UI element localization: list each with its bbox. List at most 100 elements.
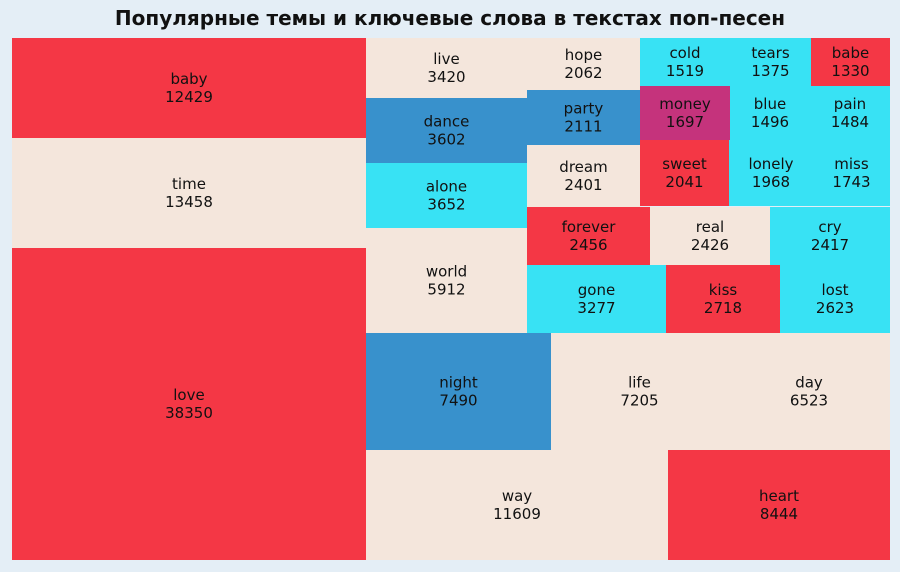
tile-label-money: money: [659, 95, 711, 113]
tile-rect-babe: [811, 38, 890, 86]
tile-label-party: party: [564, 100, 604, 118]
tile-value-world: 5912: [427, 281, 465, 299]
tile-rect-alone: [366, 163, 527, 228]
tile-label-world: world: [426, 263, 467, 281]
tile-rect-forever: [527, 207, 650, 265]
tile-value-party: 2111: [564, 118, 602, 136]
tile-value-hope: 2062: [564, 64, 602, 82]
tile-rect-lonely: [729, 140, 813, 206]
tile-label-hope: hope: [565, 46, 602, 64]
tile-value-pain: 1484: [831, 113, 869, 131]
tile-rect-lost: [780, 265, 890, 333]
tile-rect-cold: [640, 38, 730, 86]
tile-value-dance: 3602: [427, 131, 465, 149]
tile-rect-way: [366, 450, 668, 560]
tile-rect-gone: [527, 265, 666, 333]
tile-rect-blue: [730, 86, 810, 140]
tile-label-babe: babe: [832, 44, 869, 62]
tile-rect-cry: [770, 207, 890, 265]
tile-rect-life: [551, 333, 728, 450]
tile-value-cold: 1519: [666, 62, 704, 80]
tile-label-cold: cold: [669, 44, 700, 62]
tile-rect-hope: [527, 38, 640, 90]
tile-value-babe: 1330: [831, 62, 869, 80]
tile-rect-pain: [810, 86, 890, 140]
tile-label-heart: heart: [759, 487, 799, 505]
tile-label-lonely: lonely: [748, 155, 793, 173]
tile-value-blue: 1496: [751, 113, 789, 131]
tile-value-kiss: 2718: [704, 299, 742, 317]
tile-value-gone: 3277: [577, 299, 615, 317]
tile-label-day: day: [795, 374, 823, 392]
tile-value-night: 7490: [439, 392, 477, 410]
tile-value-money: 1697: [666, 113, 704, 131]
tile-label-blue: blue: [754, 95, 786, 113]
tile-label-pain: pain: [834, 95, 866, 113]
tile-rect-tears: [730, 38, 811, 86]
tile-label-night: night: [439, 374, 478, 392]
tile-rect-dance: [366, 98, 527, 163]
tile-rect-party: [527, 90, 640, 145]
tile-value-dream: 2401: [564, 176, 602, 194]
tile-label-alone: alone: [426, 178, 467, 196]
tile-label-live: live: [433, 50, 459, 68]
tile-rect-miss: [813, 140, 890, 206]
tile-value-tears: 1375: [751, 62, 789, 80]
tile-rect-money: [640, 86, 730, 140]
tile-label-cry: cry: [818, 218, 841, 236]
tile-rect-baby: [12, 38, 366, 138]
tile-value-forever: 2456: [569, 236, 607, 254]
tile-rect-kiss: [666, 265, 780, 333]
tile-label-sweet: sweet: [662, 155, 707, 173]
tile-value-heart: 8444: [760, 505, 798, 523]
tile-value-lonely: 1968: [752, 173, 790, 191]
tile-rect-heart: [668, 450, 890, 560]
tile-value-life: 7205: [620, 392, 658, 410]
tile-label-baby: baby: [170, 70, 207, 88]
tile-rect-time: [12, 138, 366, 248]
tile-label-lost: lost: [821, 281, 848, 299]
tile-label-real: real: [696, 218, 724, 236]
tile-rect-sweet: [640, 140, 729, 206]
chart-title: Популярные темы и ключевые слова в текст…: [114, 6, 786, 30]
tile-rect-world: [366, 228, 527, 333]
tile-value-cry: 2417: [811, 236, 849, 254]
tile-label-dream: dream: [559, 158, 607, 176]
tile-rect-day: [728, 333, 890, 450]
tile-value-day: 6523: [790, 392, 828, 410]
tile-rect-love: [12, 248, 366, 560]
tile-rect-night: [366, 333, 551, 450]
tile-label-life: life: [628, 374, 651, 392]
tile-value-way: 11609: [493, 505, 541, 523]
tile-label-time: time: [172, 175, 206, 193]
tile-label-dance: dance: [424, 113, 470, 131]
tile-label-way: way: [502, 487, 532, 505]
tile-label-gone: gone: [578, 281, 615, 299]
tile-value-real: 2426: [691, 236, 729, 254]
